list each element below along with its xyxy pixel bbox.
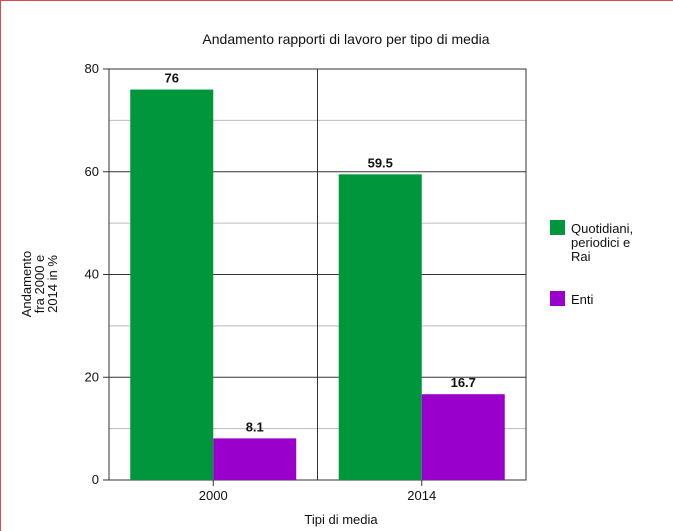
data-label: 16.7: [451, 375, 476, 390]
legend-label: Quotidiani, periodici e Rai: [571, 221, 633, 264]
legend-label-line: Quotidiani,: [571, 221, 633, 236]
y-tick-label: 20: [85, 369, 99, 384]
y-axis-label-line: fra 2000 e: [32, 255, 47, 314]
bar: [130, 89, 214, 481]
bars: [130, 89, 505, 481]
legend: Quotidiani, periodici e Rai Enti: [550, 220, 633, 307]
y-axis-label-line: Andamento: [19, 251, 34, 318]
legend-label-line: periodici e: [571, 235, 630, 250]
y-axis-label: Andamentofra 2000 e2014 in %: [19, 251, 60, 318]
x-tick-label: 2000: [199, 488, 228, 503]
y-tick-label: 60: [85, 164, 99, 179]
legend-swatch: [550, 291, 565, 306]
y-axis-ticks: 0 20 40 60 80: [85, 61, 109, 487]
x-axis-label: Tipi di media: [304, 512, 378, 527]
bar: [421, 394, 505, 480]
data-label: 76: [165, 71, 179, 86]
y-tick-label: 0: [92, 472, 99, 487]
legend-label-line: Enti: [571, 292, 594, 307]
y-tick-label: 40: [85, 267, 99, 282]
y-axis-label-line: 2014 in %: [45, 255, 60, 313]
chart-title: Andamento rapporti di lavoro per tipo di…: [202, 31, 489, 47]
data-label: 8.1: [246, 419, 264, 434]
value-labels: 76 8.1 59.5 16.7: [165, 71, 476, 435]
x-axis-ticks: 2000 2014: [199, 480, 436, 503]
y-axis-label-text: Andamentofra 2000 e2014 in %: [19, 251, 60, 318]
x-tick-label: 2014: [407, 488, 436, 503]
bar: [338, 174, 422, 480]
y-tick-label: 80: [85, 61, 99, 76]
legend-label-line: Rai: [571, 249, 591, 264]
legend-swatch: [550, 220, 565, 235]
data-label: 59.5: [368, 155, 393, 170]
bar: [213, 438, 297, 480]
legend-label: Enti: [571, 292, 594, 307]
